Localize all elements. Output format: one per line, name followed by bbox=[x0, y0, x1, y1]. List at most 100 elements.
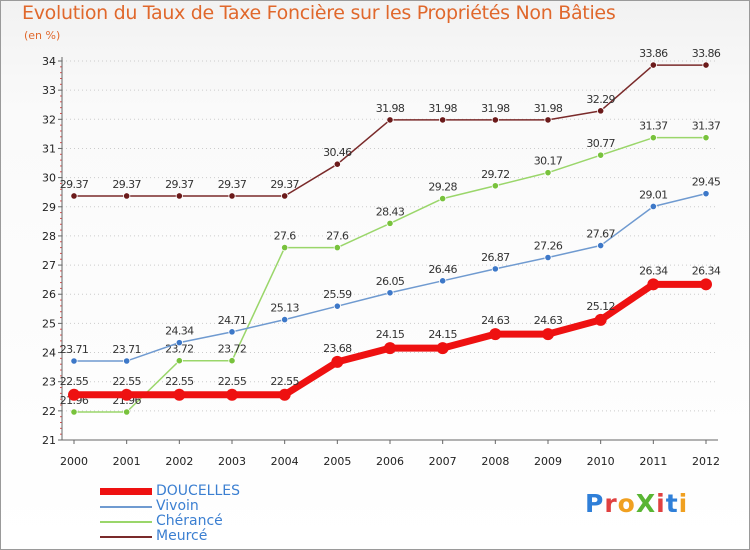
data-point-meurc- bbox=[281, 192, 289, 200]
y-tick-label: 33 bbox=[42, 84, 56, 97]
data-label-vivoin: 26.46 bbox=[428, 263, 457, 276]
data-label-vivoin: 25.59 bbox=[323, 288, 352, 301]
data-label-doucelles: 22.55 bbox=[218, 375, 247, 388]
x-tick-label: 2003 bbox=[218, 455, 246, 468]
series-line-meurc- bbox=[73, 64, 707, 197]
data-label-doucelles: 22.55 bbox=[270, 375, 299, 388]
data-label-ch-ranc-: 30.77 bbox=[586, 137, 615, 150]
legend-label: Meurcé bbox=[156, 528, 208, 544]
data-point-doucelles bbox=[594, 313, 607, 326]
data-label-doucelles: 25.12 bbox=[586, 300, 615, 313]
data-label-doucelles: 26.34 bbox=[639, 264, 668, 277]
data-label-doucelles: 24.63 bbox=[481, 314, 510, 327]
data-label-vivoin: 26.87 bbox=[481, 251, 510, 264]
legend-item-meurc-: Meurcé bbox=[100, 528, 300, 544]
data-label-vivoin: 26.05 bbox=[376, 275, 405, 288]
data-label-meurc-: 31.98 bbox=[428, 102, 457, 115]
legend-swatch bbox=[100, 536, 152, 538]
data-label-ch-ranc-: 27.6 bbox=[326, 230, 349, 243]
data-point-vivoin bbox=[70, 357, 78, 365]
y-tick-label: 34 bbox=[42, 55, 56, 68]
data-label-meurc-: 31.98 bbox=[534, 102, 563, 115]
y-tick-label: 28 bbox=[42, 230, 56, 243]
y-tick-label: 27 bbox=[42, 259, 56, 272]
data-label-doucelles: 22.55 bbox=[60, 375, 89, 388]
data-label-doucelles: 26.34 bbox=[692, 264, 721, 277]
x-tick-label: 2006 bbox=[376, 455, 404, 468]
data-label-meurc-: 29.37 bbox=[112, 178, 141, 191]
data-label-meurc-: 29.37 bbox=[270, 178, 299, 191]
data-label-meurc-: 32.29 bbox=[586, 93, 615, 106]
data-point-doucelles bbox=[700, 278, 712, 291]
data-point-ch-ranc- bbox=[175, 357, 183, 365]
y-tick-label: 21 bbox=[42, 434, 56, 447]
data-point-ch-ranc- bbox=[228, 357, 236, 365]
legend-swatch bbox=[100, 521, 152, 523]
legend-label: Vivoin bbox=[156, 498, 199, 514]
x-tick-label: 2004 bbox=[271, 455, 299, 468]
data-point-vivoin bbox=[439, 277, 447, 285]
data-point-doucelles bbox=[173, 388, 186, 401]
y-tick-label: 30 bbox=[42, 172, 56, 185]
data-label-vivoin: 24.71 bbox=[218, 314, 247, 327]
data-label-vivoin: 24.34 bbox=[165, 325, 194, 338]
y-tick-label: 24 bbox=[42, 347, 56, 360]
unit-label: (en %) bbox=[24, 29, 61, 42]
data-point-vivoin bbox=[491, 265, 499, 273]
logo-letter: r bbox=[604, 489, 618, 518]
data-label-vivoin: 27.67 bbox=[586, 228, 615, 241]
data-label-ch-ranc-: 29.28 bbox=[428, 181, 457, 194]
data-point-doucelles bbox=[647, 278, 660, 291]
data-point-vivoin bbox=[333, 302, 341, 310]
data-point-ch-ranc- bbox=[544, 169, 552, 177]
data-label-ch-ranc-: 31.37 bbox=[639, 120, 668, 133]
data-point-vivoin bbox=[386, 289, 394, 297]
data-point-doucelles bbox=[120, 388, 133, 401]
data-label-meurc-: 29.37 bbox=[165, 178, 194, 191]
data-point-doucelles bbox=[436, 342, 449, 355]
data-label-vivoin: 23.71 bbox=[60, 343, 89, 356]
data-point-vivoin bbox=[702, 190, 710, 198]
data-point-vivoin bbox=[281, 315, 289, 324]
data-point-ch-ranc- bbox=[70, 408, 78, 416]
logo-letter: P bbox=[585, 489, 605, 518]
data-point-ch-ranc- bbox=[597, 151, 605, 159]
legend-item-vivoin: Vivoin bbox=[100, 498, 300, 514]
chart-title: Evolution du Taux de Taxe Foncière sur l… bbox=[22, 2, 616, 24]
x-tick-label: 2002 bbox=[165, 455, 193, 468]
data-label-vivoin: 27.26 bbox=[534, 239, 563, 252]
data-label-doucelles: 23.68 bbox=[323, 342, 352, 355]
logo-letter: X bbox=[635, 489, 657, 518]
data-label-doucelles: 22.55 bbox=[112, 375, 141, 388]
data-label-ch-ranc-: 23.72 bbox=[218, 343, 247, 356]
logo-letter: i bbox=[656, 489, 666, 518]
data-point-ch-ranc- bbox=[333, 243, 341, 252]
data-point-ch-ranc- bbox=[491, 182, 499, 190]
data-point-doucelles bbox=[384, 342, 396, 355]
data-point-vivoin bbox=[175, 339, 183, 347]
logo-letter: t bbox=[665, 489, 679, 518]
legend-label: DOUCELLES bbox=[156, 483, 240, 499]
data-point-meurc- bbox=[175, 192, 183, 200]
logo-letter: o bbox=[617, 489, 636, 518]
data-point-meurc- bbox=[491, 116, 499, 124]
data-point-meurc- bbox=[333, 160, 341, 168]
data-point-meurc- bbox=[702, 61, 710, 69]
proxiti-logo: ProXiti bbox=[585, 489, 688, 518]
data-point-doucelles bbox=[278, 388, 291, 401]
x-tick-label: 2009 bbox=[534, 455, 562, 468]
x-tick-label: 2012 bbox=[692, 455, 720, 468]
data-label-doucelles: 24.15 bbox=[376, 328, 405, 341]
data-label-doucelles: 24.15 bbox=[428, 328, 457, 341]
data-label-vivoin: 29.45 bbox=[692, 176, 721, 189]
legend-label: Chérancé bbox=[156, 513, 223, 529]
legend-item-doucelles: DOUCELLES bbox=[100, 483, 300, 499]
x-tick-label: 2005 bbox=[323, 455, 351, 468]
data-label-ch-ranc-: 31.37 bbox=[692, 120, 721, 133]
data-point-meurc- bbox=[70, 192, 78, 200]
legend-swatch bbox=[100, 488, 152, 495]
data-label-vivoin: 23.71 bbox=[112, 343, 141, 356]
y-tick-label: 25 bbox=[42, 317, 56, 330]
data-point-vivoin bbox=[597, 241, 605, 250]
